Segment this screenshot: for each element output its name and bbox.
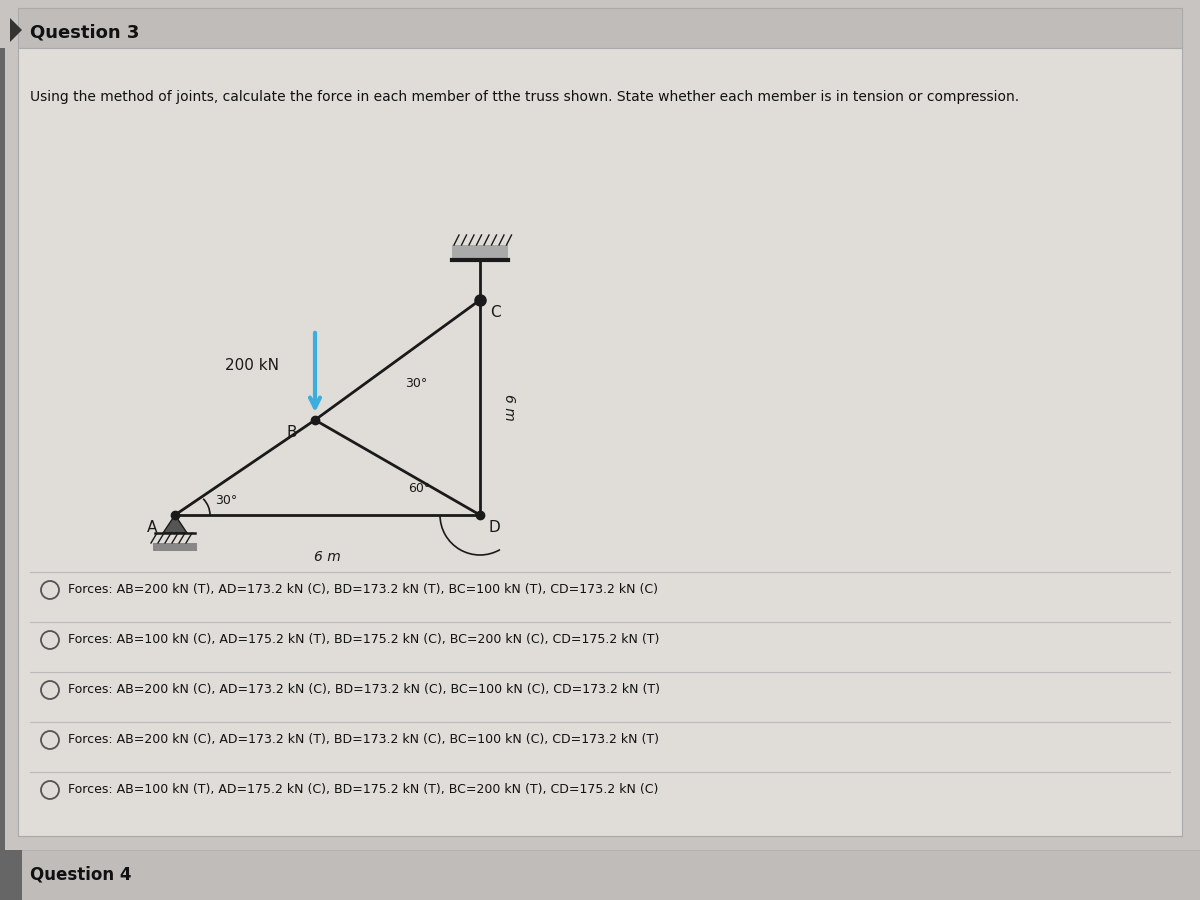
Text: B: B [287, 425, 298, 440]
Bar [18, 48, 1182, 836]
Polygon shape [163, 515, 187, 533]
Text: Question 4: Question 4 [30, 866, 132, 884]
Text: Forces: AB=100 kN (C), AD=175.2 kN (T), BD=175.2 kN (C), BC=200 kN (C), CD=175.2: Forces: AB=100 kN (C), AD=175.2 kN (T), … [68, 634, 659, 646]
Text: Question 3: Question 3 [30, 23, 139, 41]
Bar [452, 245, 508, 260]
Text: 30°: 30° [406, 377, 427, 390]
Text: Forces: AB=100 kN (T), AD=175.2 kN (C), BD=175.2 kN (T), BC=200 kN (T), CD=175.2: Forces: AB=100 kN (T), AD=175.2 kN (C), … [68, 784, 659, 796]
Bar [0, 850, 1200, 900]
Text: 6 m: 6 m [502, 393, 516, 420]
Text: A: A [146, 520, 157, 535]
Bar [154, 543, 197, 551]
Bar [0, 48, 5, 850]
Text: Forces: AB=200 kN (T), AD=173.2 kN (C), BD=173.2 kN (T), BC=100 kN (T), CD=173.2: Forces: AB=200 kN (T), AD=173.2 kN (C), … [68, 583, 658, 597]
Text: 60°: 60° [408, 482, 431, 495]
Bar [18, 8, 1182, 48]
Text: 200 kN: 200 kN [226, 357, 278, 373]
Text: 6 m: 6 m [313, 550, 341, 564]
Polygon shape [10, 18, 22, 42]
Text: Using the method of joints, calculate the force in each member of tthe truss sho: Using the method of joints, calculate th… [30, 90, 1019, 104]
Text: Forces: AB=200 kN (C), AD=173.2 kN (C), BD=173.2 kN (C), BC=100 kN (C), CD=173.2: Forces: AB=200 kN (C), AD=173.2 kN (C), … [68, 683, 660, 697]
Text: C: C [490, 305, 500, 320]
Text: Forces: AB=200 kN (C), AD=173.2 kN (T), BD=173.2 kN (C), BC=100 kN (C), CD=173.2: Forces: AB=200 kN (C), AD=173.2 kN (T), … [68, 734, 659, 746]
Text: 30°: 30° [215, 494, 238, 507]
Text: D: D [488, 520, 499, 535]
Bar [0, 850, 22, 900]
